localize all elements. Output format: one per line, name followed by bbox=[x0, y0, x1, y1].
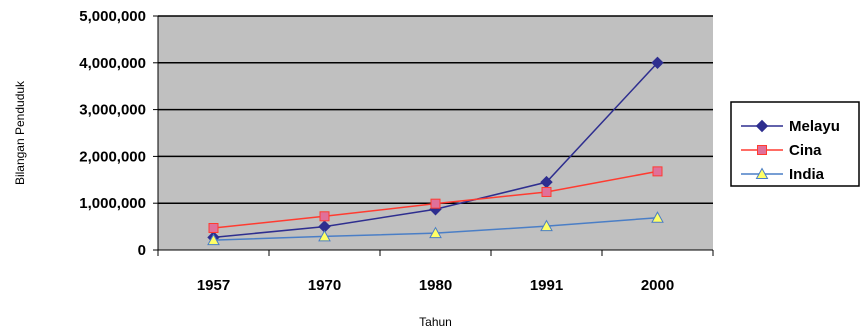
y-tick-labels: 0 1,000,000 2,000,000 3,000,000 4,000,000 5,0… bbox=[79, 8, 146, 259]
x-tick-label: 1970 bbox=[308, 277, 341, 294]
x-axis-label: Tahun bbox=[419, 315, 452, 329]
legend-item-cina: Cina bbox=[741, 142, 822, 159]
legend-marker-cina bbox=[757, 145, 767, 155]
legend-label-cina: Cina bbox=[789, 142, 822, 159]
y-tick-label: 1,000,000 bbox=[79, 195, 146, 212]
legend-label-melayu: Melayu bbox=[789, 118, 840, 135]
series-india bbox=[207, 211, 664, 246]
gridlines bbox=[158, 15, 713, 204]
data-point-india bbox=[207, 233, 220, 246]
legend-box bbox=[730, 101, 860, 187]
x-tick-label: 1957 bbox=[197, 277, 230, 294]
y-tick-label: 5,000,000 bbox=[79, 8, 146, 25]
y-tick-label: 0 bbox=[138, 242, 146, 259]
data-point-india bbox=[651, 211, 664, 223]
legend: Melayu Cina India bbox=[730, 101, 860, 187]
series-lines bbox=[207, 56, 664, 246]
data-point-cina bbox=[208, 223, 219, 234]
axes bbox=[153, 15, 714, 256]
data-point-india bbox=[318, 229, 331, 242]
data-point-cina bbox=[430, 198, 441, 209]
data-point-cina bbox=[652, 166, 663, 177]
x-tick-label: 1991 bbox=[530, 277, 563, 294]
data-point-melayu bbox=[651, 56, 664, 70]
legend-item-india: India bbox=[741, 166, 825, 183]
x-tick-label: 1980 bbox=[419, 277, 452, 294]
legend-label-india: India bbox=[789, 166, 825, 183]
y-tick-label: 3,000,000 bbox=[79, 102, 146, 119]
y-tick-label: 4,000,000 bbox=[79, 55, 146, 72]
data-point-cina bbox=[541, 186, 552, 197]
legend-marker-melayu bbox=[755, 119, 769, 133]
data-point-india bbox=[540, 219, 553, 232]
legend-item-melayu: Melayu bbox=[741, 118, 840, 135]
x-tick-label: 2000 bbox=[641, 277, 674, 294]
data-point-india bbox=[429, 226, 442, 239]
y-tick-label: 2,000,000 bbox=[79, 148, 146, 165]
y-axis-label: Bilangan Penduduk bbox=[13, 80, 27, 185]
series-cina bbox=[208, 166, 663, 234]
legend-marker-india bbox=[755, 167, 769, 179]
data-point-cina bbox=[319, 211, 330, 222]
x-tick-labels: 1957 1970 1980 1991 2000 bbox=[197, 277, 674, 294]
